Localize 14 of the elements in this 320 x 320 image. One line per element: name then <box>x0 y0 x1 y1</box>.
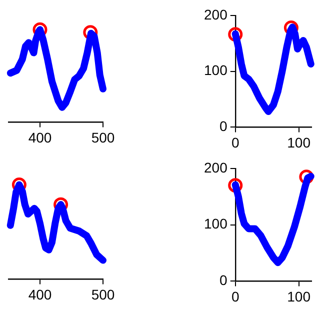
y-tick-label: 100 <box>204 216 228 232</box>
x-tick-label: 400 <box>28 286 52 302</box>
x-tick-label: 100 <box>287 288 311 304</box>
x-tick-label: 500 <box>91 286 115 302</box>
y-tick-label: 200 <box>204 6 228 22</box>
x-tick-label: 500 <box>91 129 115 146</box>
y-tick-label: 0 <box>220 118 228 134</box>
x-tick-label: 400 <box>28 129 52 146</box>
x-tick-label: 100 <box>287 134 311 150</box>
x-tick-label: 0 <box>231 134 240 150</box>
y-tick-label: 100 <box>204 62 228 78</box>
y-tick-label: 200 <box>204 159 228 176</box>
x-tick-label: 0 <box>231 288 240 304</box>
y-tick-label: 0 <box>220 272 228 288</box>
